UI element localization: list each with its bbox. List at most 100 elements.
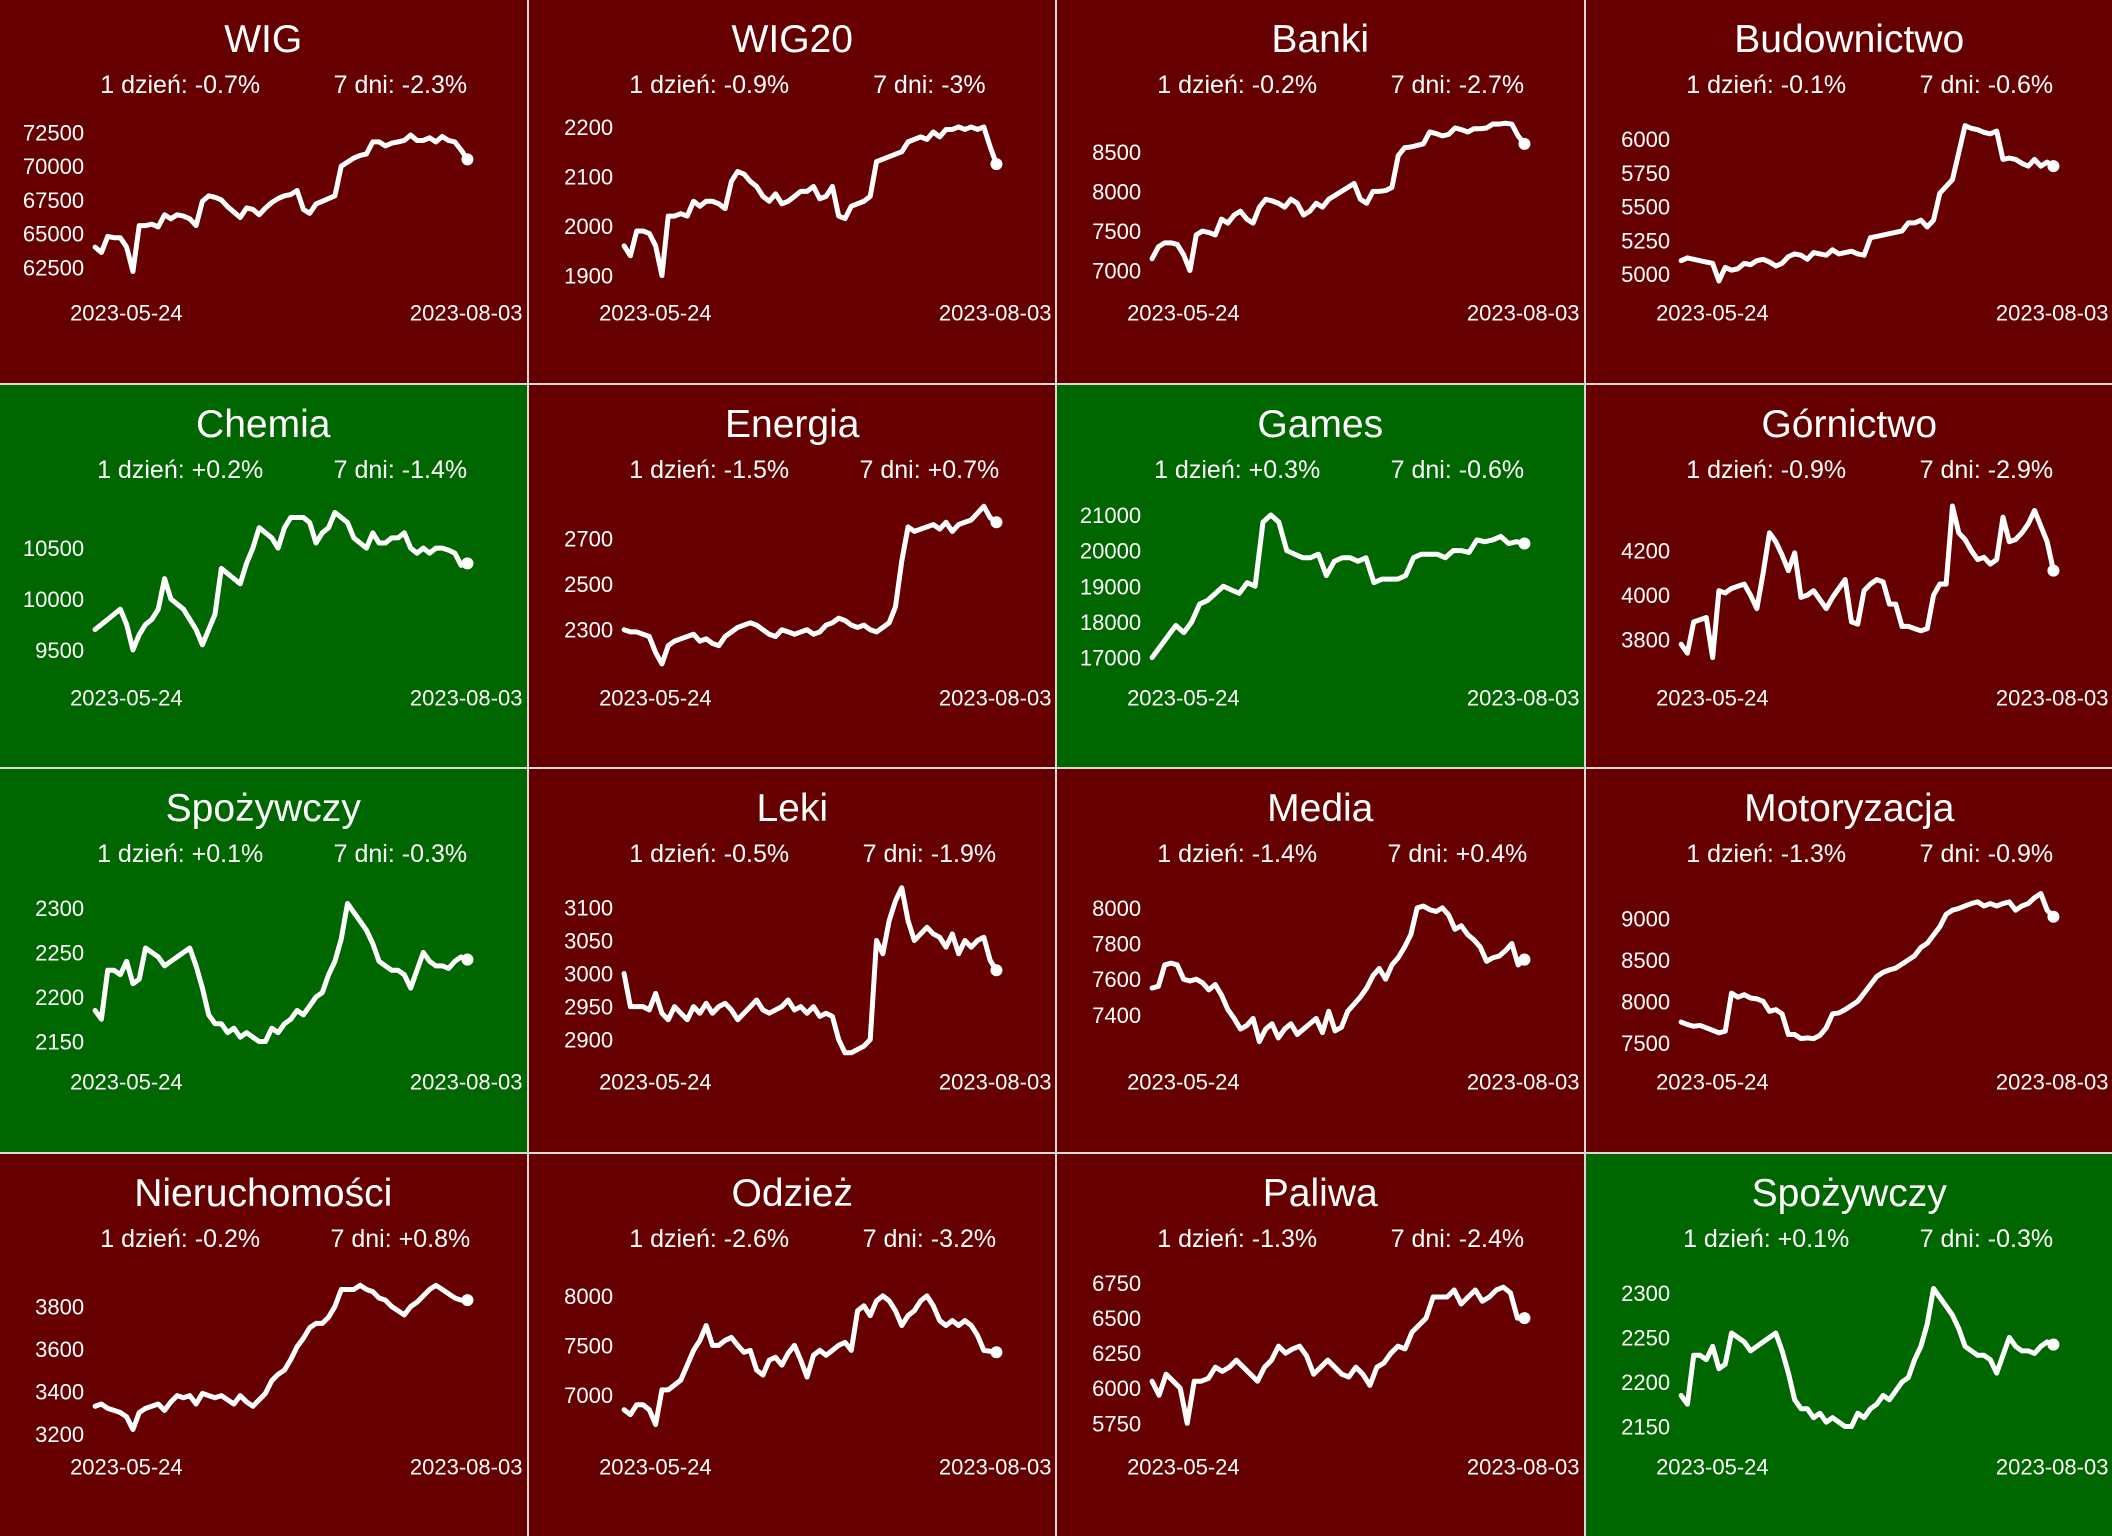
x-tick-label: 2023-08-03 bbox=[938, 1069, 1051, 1094]
y-tick-label: 3200 bbox=[35, 1421, 84, 1446]
y-tick-label: 70000 bbox=[23, 154, 84, 179]
x-tick-label: 2023-08-03 bbox=[410, 1454, 523, 1479]
last-point-marker bbox=[461, 153, 474, 166]
chart-panel: Spożywczy 1 dzień: +0.1% 7 dni: -0.3% 2150 2… bbox=[1585, 1153, 2112, 1536]
x-tick-label: 2023-08-03 bbox=[1467, 1454, 1580, 1479]
y-tick-label: 65000 bbox=[23, 222, 84, 247]
week-change: 7 dni: -0.6% bbox=[1919, 71, 2052, 99]
y-tick-label: 8500 bbox=[1092, 140, 1141, 165]
chart-svg: Spożywczy 1 dzień: +0.1% 7 dni: -0.3% 2150 2… bbox=[35, 787, 523, 1094]
week-change: 7 dni: -3% bbox=[873, 71, 986, 99]
chart-svg: Spożywczy 1 dzień: +0.1% 7 dni: -0.3% 2150 2… bbox=[1621, 1172, 2108, 1479]
chart-panel: Energia 1 dzień: -1.5% 7 dni: +0.7% 2300 250… bbox=[528, 384, 1055, 767]
series-line bbox=[1149, 511, 1527, 660]
y-tick-label: 8000 bbox=[1092, 896, 1141, 921]
week-change: 7 dni: -2.7% bbox=[1391, 71, 1524, 99]
y-tick-label: 2150 bbox=[1621, 1414, 1670, 1439]
series-line bbox=[621, 885, 999, 1056]
series-line bbox=[1678, 503, 2056, 660]
week-change: 7 dni: -1.4% bbox=[334, 456, 467, 484]
y-tick-label: 5750 bbox=[1621, 161, 1670, 186]
chart-title: Górnictwo bbox=[1761, 403, 1937, 446]
y-tick-label: 7600 bbox=[1092, 967, 1141, 992]
y-tick-label: 3800 bbox=[1621, 627, 1670, 652]
week-change: 7 dni: +0.4% bbox=[1388, 840, 1528, 868]
x-tick-label: 2023-08-03 bbox=[1995, 1454, 2108, 1479]
y-tick-label: 2500 bbox=[564, 571, 613, 596]
x-tick-label: 2023-08-03 bbox=[410, 685, 523, 710]
day-change: 1 dzień: -0.2% bbox=[1157, 71, 1317, 99]
last-point-marker bbox=[461, 556, 474, 569]
x-tick-label: 2023-05-24 bbox=[1127, 1069, 1240, 1094]
series-line bbox=[92, 509, 470, 652]
chart-panel: Budownictwo 1 dzień: -0.1% 7 dni: -0.6% 500… bbox=[1585, 0, 2112, 383]
chart-title: Spożywczy bbox=[1751, 1172, 1947, 1215]
y-tick-label: 6000 bbox=[1621, 127, 1670, 152]
y-tick-label: 2200 bbox=[564, 115, 613, 140]
chart-panel: WIG 1 dzień: -0.7% 7 dni: -2.3% 62500 65000 6… bbox=[0, 0, 527, 383]
last-point-marker bbox=[1518, 137, 1531, 150]
chart-svg: Paliwa 1 dzień: -1.3% 7 dni: -2.4% 5750 6000… bbox=[1092, 1172, 1580, 1479]
week-change: 7 dni: -0.3% bbox=[334, 840, 467, 868]
chart-svg: Games 1 dzień: +0.3% 7 dni: -0.6% 17000 1800… bbox=[1080, 403, 1580, 710]
day-change: 1 dzień: -1.4% bbox=[1157, 840, 1317, 868]
last-point-marker bbox=[1518, 953, 1531, 966]
x-tick-label: 2023-05-24 bbox=[70, 1069, 183, 1094]
series-line bbox=[1678, 1285, 2056, 1429]
y-tick-label: 3600 bbox=[35, 1336, 84, 1361]
x-tick-label: 2023-08-03 bbox=[410, 300, 523, 325]
chart-title: Leki bbox=[756, 787, 828, 830]
chart-title: Energia bbox=[724, 403, 859, 446]
y-tick-label: 10500 bbox=[23, 536, 84, 561]
chart-svg: Motoryzacja 1 dzień: -1.3% 7 dni: -0.9% 750… bbox=[1621, 787, 2108, 1094]
x-tick-label: 2023-05-24 bbox=[1127, 685, 1240, 710]
last-point-marker bbox=[2046, 160, 2059, 173]
series-line bbox=[92, 1282, 470, 1432]
x-tick-label: 2023-05-24 bbox=[70, 1454, 183, 1479]
chart-title: WIG20 bbox=[731, 18, 852, 61]
y-tick-label: 21000 bbox=[1080, 502, 1141, 527]
y-tick-label: 17000 bbox=[1080, 645, 1141, 670]
x-tick-label: 2023-08-03 bbox=[410, 1069, 523, 1094]
chart-svg: Odzież 1 dzień: -2.6% 7 dni: -3.2% 7000 7500… bbox=[564, 1172, 1051, 1479]
chart-svg: WIG20 1 dzień: -0.9% 7 dni: -3% 1900 2000 210… bbox=[564, 18, 1051, 325]
y-tick-label: 67500 bbox=[23, 188, 84, 213]
y-tick-label: 9500 bbox=[35, 637, 84, 662]
chart-svg: Banki 1 dzień: -0.2% 7 dni: -2.7% 7000 7500 8… bbox=[1092, 18, 1579, 325]
chart-svg: Leki 1 dzień: -0.5% 7 dni: -1.9% 2900 2950 30… bbox=[564, 787, 1051, 1094]
y-tick-label: 2000 bbox=[564, 214, 613, 239]
x-tick-label: 2023-08-03 bbox=[938, 685, 1051, 710]
y-tick-label: 9000 bbox=[1621, 906, 1670, 931]
x-tick-label: 2023-05-24 bbox=[1656, 1454, 1769, 1479]
day-change: 1 dzień: -0.9% bbox=[1686, 456, 1846, 484]
y-tick-label: 2250 bbox=[1621, 1325, 1670, 1350]
series-line bbox=[92, 900, 470, 1045]
y-tick-label: 8500 bbox=[1621, 948, 1670, 973]
x-tick-label: 2023-08-03 bbox=[1995, 300, 2108, 325]
series-line bbox=[92, 132, 470, 274]
y-tick-label: 7500 bbox=[1621, 1031, 1670, 1056]
chart-svg: Budownictwo 1 dzień: -0.1% 7 dni: -0.6% 500… bbox=[1621, 18, 2108, 325]
chart-panel: Leki 1 dzień: -0.5% 7 dni: -1.9% 2900 2950 30… bbox=[528, 769, 1055, 1152]
last-point-marker bbox=[461, 1293, 474, 1306]
y-tick-label: 6250 bbox=[1092, 1341, 1141, 1366]
y-tick-label: 7500 bbox=[1092, 219, 1141, 244]
x-tick-label: 2023-05-24 bbox=[599, 300, 712, 325]
day-change: 1 dzień: -1.3% bbox=[1157, 1225, 1317, 1253]
day-change: 1 dzień: +0.3% bbox=[1154, 456, 1320, 484]
day-change: 1 dzień: -0.7% bbox=[100, 71, 260, 99]
week-change: 7 dni: +0.7% bbox=[859, 456, 999, 484]
y-tick-label: 7500 bbox=[564, 1333, 613, 1358]
y-tick-label: 18000 bbox=[1080, 609, 1141, 634]
chart-panel: Odzież 1 dzień: -2.6% 7 dni: -3.2% 7000 7500… bbox=[528, 1153, 1055, 1536]
chart-title: Budownictwo bbox=[1734, 18, 1964, 61]
last-point-marker bbox=[1518, 1311, 1531, 1324]
x-tick-label: 2023-05-24 bbox=[1127, 300, 1240, 325]
x-tick-label: 2023-05-24 bbox=[70, 300, 183, 325]
x-tick-label: 2023-05-24 bbox=[599, 1069, 712, 1094]
last-point-marker bbox=[1518, 536, 1531, 549]
y-tick-label: 7000 bbox=[564, 1382, 613, 1407]
series-line bbox=[621, 124, 999, 279]
y-tick-label: 6500 bbox=[1092, 1306, 1141, 1331]
